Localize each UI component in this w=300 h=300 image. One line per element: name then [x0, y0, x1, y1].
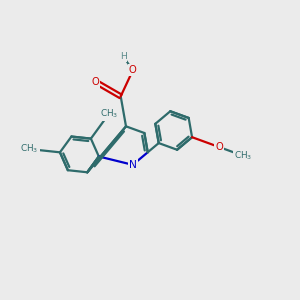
Text: H: H [120, 52, 127, 61]
Text: O: O [215, 142, 223, 152]
Text: CH$_3$: CH$_3$ [100, 108, 118, 120]
Text: O: O [129, 65, 137, 75]
Text: O: O [92, 77, 100, 87]
Text: N: N [129, 160, 137, 170]
Text: CH$_3$: CH$_3$ [234, 149, 252, 162]
Text: CH$_3$: CH$_3$ [20, 143, 39, 155]
